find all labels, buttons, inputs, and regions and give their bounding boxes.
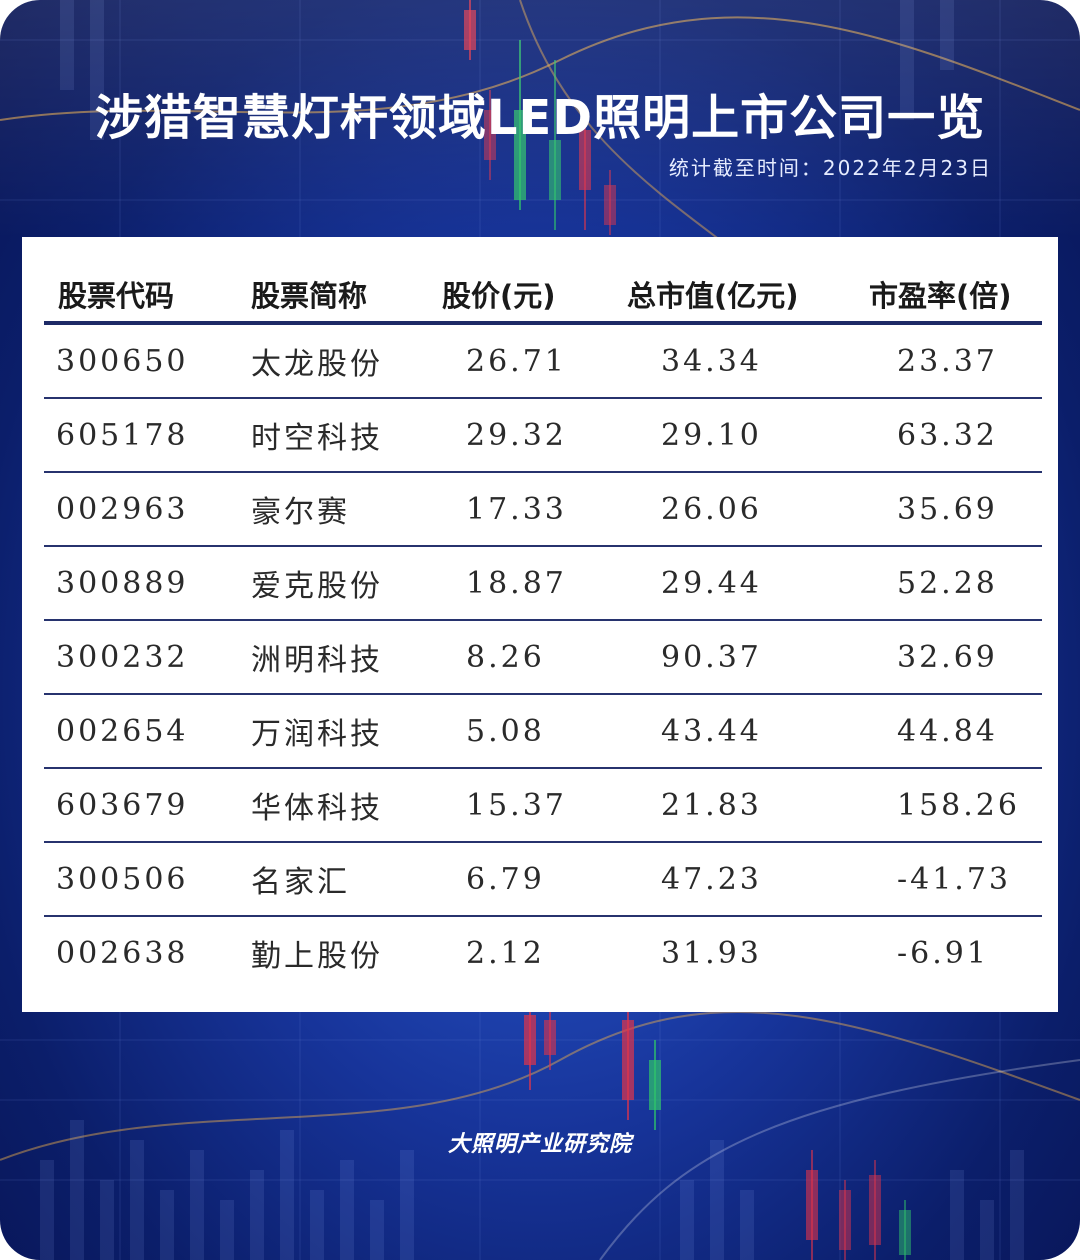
header-stock-name: 股票简称 xyxy=(251,279,368,313)
table-row: 605178 时空科技 29.32 29.10 63.32 xyxy=(44,399,1042,473)
cell-price: 6.79 xyxy=(466,861,545,897)
cell-price: 2.12 xyxy=(466,935,545,971)
cell-name: 豪尔赛 xyxy=(251,495,350,530)
cell-price: 18.87 xyxy=(466,565,567,601)
cell-pe: 35.69 xyxy=(897,491,998,527)
cell-name: 勤上股份 xyxy=(251,939,383,974)
company-table: 股票代码 股票简称 股价(元) 总市值(亿元) 市盈率(倍) 300650 太龙… xyxy=(44,267,1042,989)
cell-name: 时空科技 xyxy=(251,421,383,456)
table-row: 002963 豪尔赛 17.33 26.06 35.69 xyxy=(44,473,1042,547)
table-row: 300889 爱克股份 18.87 29.44 52.28 xyxy=(44,547,1042,621)
cell-code: 300232 xyxy=(56,639,189,675)
cell-pe: -6.91 xyxy=(897,935,989,971)
cell-market-cap: 29.44 xyxy=(661,565,762,601)
table-row: 300650 太龙股份 26.71 34.34 23.37 xyxy=(44,325,1042,399)
cell-name: 名家汇 xyxy=(251,865,350,900)
cell-pe: -41.73 xyxy=(897,861,1012,897)
cell-name: 太龙股份 xyxy=(251,347,383,382)
cell-price: 8.26 xyxy=(466,639,545,675)
cell-market-cap: 21.83 xyxy=(661,787,762,823)
cell-market-cap: 29.10 xyxy=(661,417,762,453)
header-stock-code: 股票代码 xyxy=(58,279,175,313)
cell-price: 26.71 xyxy=(466,343,567,379)
cell-pe: 44.84 xyxy=(897,713,998,749)
cell-price: 29.32 xyxy=(466,417,567,453)
table-card: 股票代码 股票简称 股价(元) 总市值(亿元) 市盈率(倍) 300650 太龙… xyxy=(22,237,1058,1012)
cell-code: 605178 xyxy=(56,417,189,453)
cell-pe: 158.26 xyxy=(897,787,1020,823)
table-header-row: 股票代码 股票简称 股价(元) 总市值(亿元) 市盈率(倍) xyxy=(44,267,1042,325)
cell-market-cap: 90.37 xyxy=(661,639,762,675)
header-price: 股价(元) xyxy=(442,279,556,313)
cell-pe: 23.37 xyxy=(897,343,998,379)
table-row: 300232 洲明科技 8.26 90.37 32.69 xyxy=(44,621,1042,695)
page-title: 涉猎智慧灯杆领域LED照明上市公司一览 xyxy=(94,90,986,146)
cell-pe: 63.32 xyxy=(897,417,998,453)
cell-market-cap: 31.93 xyxy=(661,935,762,971)
cell-code: 300506 xyxy=(56,861,189,897)
cell-name: 洲明科技 xyxy=(251,643,383,678)
cell-code: 002963 xyxy=(56,491,189,527)
cell-pe: 52.28 xyxy=(897,565,998,601)
data-date-note: 统计截至时间：2022年2月23日 xyxy=(668,156,992,180)
table-row: 603679 华体科技 15.37 21.83 158.26 xyxy=(44,769,1042,843)
header-pe-ratio: 市盈率(倍) xyxy=(869,279,1012,313)
cell-code: 603679 xyxy=(56,787,189,823)
cell-market-cap: 43.44 xyxy=(661,713,762,749)
cell-price: 5.08 xyxy=(466,713,545,749)
cell-code: 300889 xyxy=(56,565,189,601)
publisher-logo: 大照明产业研究院 xyxy=(447,1132,632,1157)
cell-code: 002654 xyxy=(56,713,189,749)
cell-code: 300650 xyxy=(56,343,189,379)
cell-name: 爱克股份 xyxy=(251,569,383,604)
cell-pe: 32.69 xyxy=(897,639,998,675)
cell-market-cap: 26.06 xyxy=(661,491,762,527)
cell-market-cap: 34.34 xyxy=(661,343,762,379)
table-row: 002654 万润科技 5.08 43.44 44.84 xyxy=(44,695,1042,769)
header-market-cap: 总市值(亿元) xyxy=(627,279,799,313)
cell-name: 华体科技 xyxy=(251,791,383,826)
cell-price: 15.37 xyxy=(466,787,567,823)
table-row: 300506 名家汇 6.79 47.23 -41.73 xyxy=(44,843,1042,917)
cell-price: 17.33 xyxy=(466,491,567,527)
table-row: 002638 勤上股份 2.12 31.93 -6.91 xyxy=(44,917,1042,989)
cell-market-cap: 47.23 xyxy=(661,861,762,897)
cell-name: 万润科技 xyxy=(251,717,383,752)
cell-code: 002638 xyxy=(56,935,189,971)
